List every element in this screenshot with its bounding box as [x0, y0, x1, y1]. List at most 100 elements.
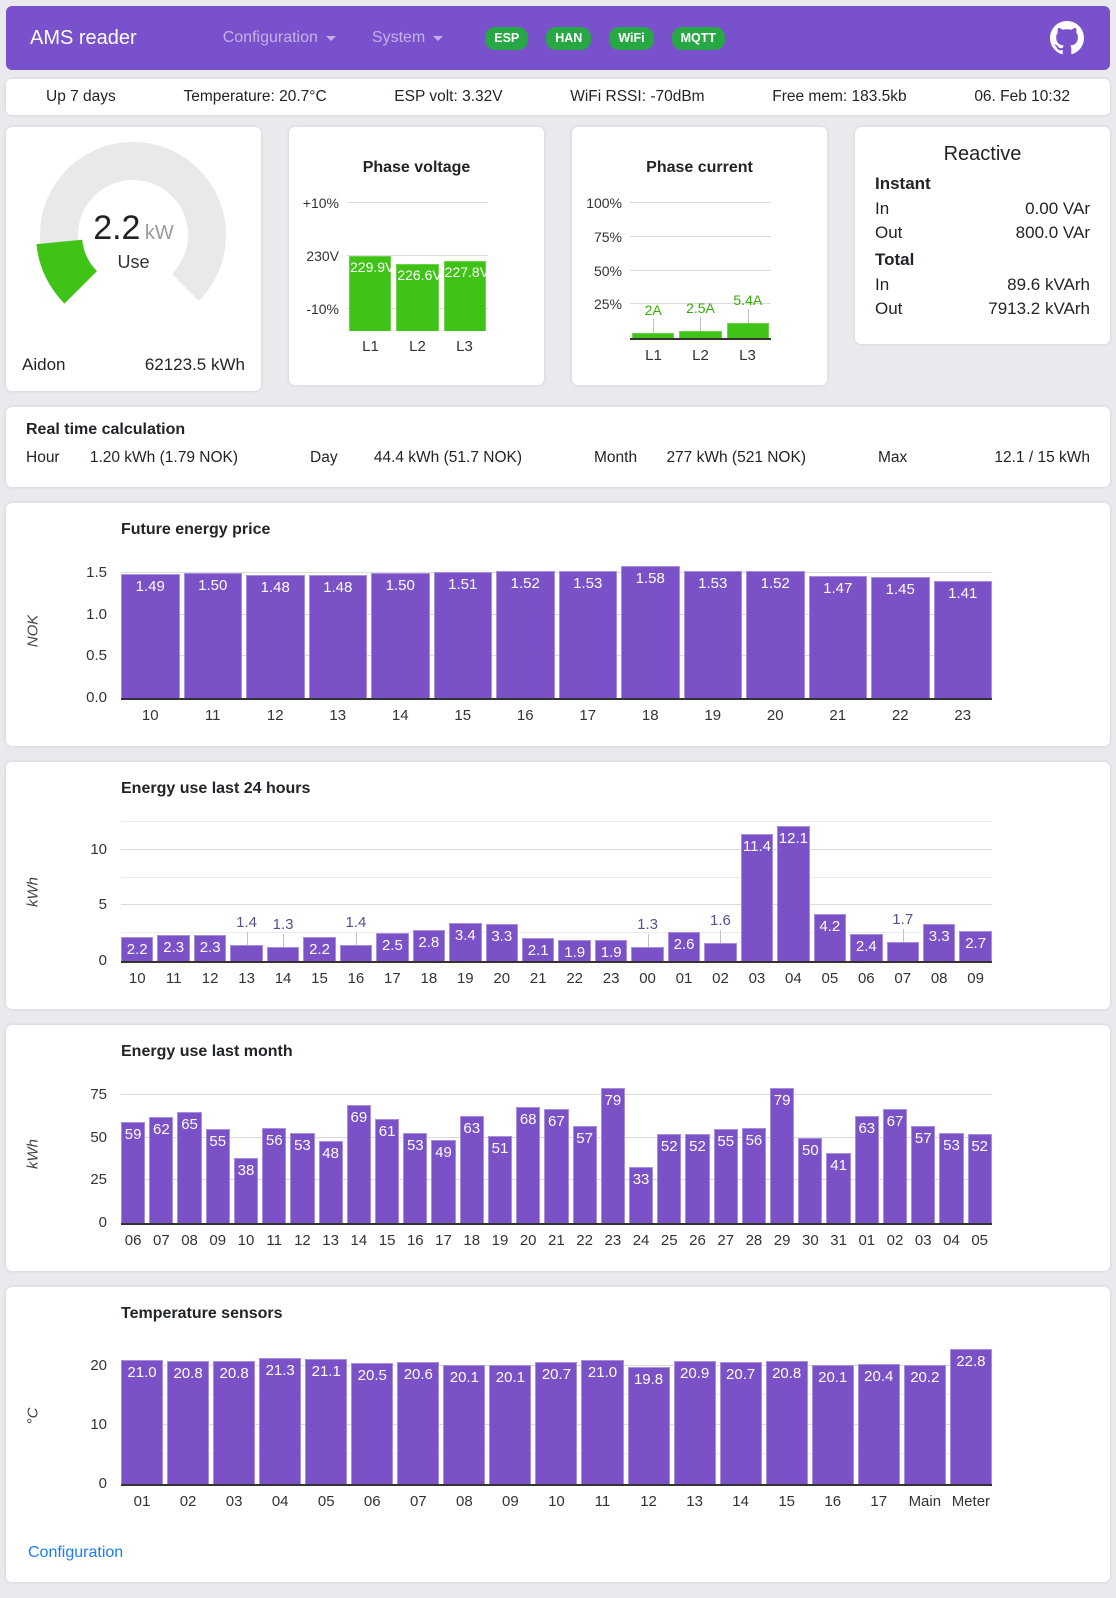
- configuration-link[interactable]: Configuration: [28, 1544, 124, 1561]
- last24-plot: kWh 10 5 0 2.2 2.3 2.3 1.4 1.3 2.2 1.4 2.5 2.8 3.4 3.3…: [25, 821, 992, 969]
- bar-value-label: 53: [406, 1136, 424, 1154]
- value-bar: 20.6: [397, 1362, 440, 1484]
- status-badges: ESP HAN WiFi MQTT: [485, 26, 726, 50]
- x-tick-label: 15: [311, 970, 328, 987]
- bar-column: 49: [431, 1085, 456, 1223]
- reactive-rows: Instant In 0.00 VAr Out 800.0 VAr Total In 89.6…: [875, 172, 1090, 322]
- x-tick-label: 25: [660, 1232, 678, 1249]
- x-tick-label: 09: [502, 1493, 519, 1510]
- value-bar: 21.0: [121, 1360, 164, 1484]
- bar-value-label: 11.4: [742, 838, 771, 856]
- x-tick-label: 11: [266, 1232, 282, 1249]
- nav-configuration[interactable]: Configuration: [223, 29, 336, 47]
- x-tick-label: 01: [858, 1232, 876, 1249]
- bar-value-label: 1.53: [573, 574, 603, 592]
- value-bar: 21.3: [259, 1358, 302, 1484]
- x-tick-label: 23: [954, 707, 972, 724]
- temperature-chart: °C 20 10 0 21.0 20.8 20.8 21.3 21.1 20.5 20.6 20.1 2…: [25, 1347, 992, 1510]
- bar-value-label: 2.2: [309, 940, 330, 958]
- label-leader-line: [355, 932, 357, 946]
- x-tick-label: 00: [639, 970, 656, 987]
- reactive-row: In 89.6 kVArh: [875, 273, 1090, 298]
- status-item: Free mem: 183.5kb: [772, 88, 907, 105]
- value-bar: 56: [741, 1127, 767, 1223]
- bars: 59 62 65 55 38 56 53 48 69 61 53 49 63 51 68 67 57 79 33 52…: [121, 1085, 992, 1223]
- y-tick-label: 100%: [586, 195, 622, 211]
- value-bar: 1.48: [308, 574, 367, 698]
- x-tick-label: 14: [350, 1232, 368, 1249]
- bar-column: 1.4: [230, 822, 263, 961]
- bar-column: 21.0: [121, 1347, 164, 1484]
- x-tick-label: 10: [128, 970, 146, 987]
- x-tick-label: 19: [704, 707, 722, 724]
- bars: 2A 2.5A 5.4A: [632, 203, 769, 338]
- x-tick-label: 19: [456, 970, 474, 987]
- github-link[interactable]: [1050, 21, 1084, 55]
- bar-column: 1.49: [121, 563, 180, 698]
- bar-column: 3.3: [485, 822, 518, 961]
- y-axis-label: kWh: [24, 1139, 42, 1169]
- bar-value-label: 63: [858, 1119, 876, 1137]
- value-bar: 1.50: [371, 573, 430, 698]
- power-gauge: 2.2 kW Use: [22, 137, 245, 333]
- x-tick-label: L1: [645, 347, 662, 364]
- bar-column: 1.50: [371, 563, 430, 698]
- value-bar: [886, 942, 919, 961]
- gridline: [121, 904, 992, 906]
- voltage-bar: 226.6V: [396, 263, 442, 331]
- bar-column: 1.9: [594, 822, 628, 961]
- bar-column: 55: [713, 1085, 738, 1223]
- bar-column: 20.5: [351, 1347, 394, 1484]
- value-bar: 12.1: [777, 826, 810, 961]
- bar-value-label: 61: [378, 1123, 396, 1141]
- bar-column: 67: [882, 1085, 908, 1223]
- value-bar: 62: [149, 1117, 174, 1223]
- value-bar: 2.2: [121, 936, 154, 961]
- bar-value-label: 21.1: [311, 1363, 341, 1381]
- bar-value-label: 3.3: [491, 928, 513, 946]
- y-tick-label: 5: [98, 896, 107, 914]
- bar-value-label: 56: [745, 1131, 763, 1149]
- value-bar: 79: [600, 1088, 625, 1223]
- bar-value-label: 21.0: [587, 1364, 618, 1381]
- label-leader-line: [747, 309, 749, 324]
- x-tick-label: 13: [329, 707, 347, 724]
- x-tick-label: 07: [409, 1493, 427, 1510]
- bar-value-label: 20.1: [449, 1369, 479, 1387]
- reactive-row: Out 800.0 VAr: [875, 221, 1090, 246]
- value-bar: 49: [431, 1139, 456, 1223]
- bar-column: 63: [854, 1085, 879, 1223]
- value-bar: 21.1: [305, 1359, 348, 1484]
- value-bar: 3.3: [485, 924, 518, 961]
- nav-system[interactable]: System: [372, 29, 444, 47]
- x-tick-label: 19: [491, 1232, 509, 1249]
- app-header: AMS reader Configuration System ESP HAN Wi…: [6, 6, 1110, 70]
- x-tick-label: 07: [894, 970, 912, 987]
- x-tick-label: 13: [322, 1232, 339, 1249]
- bar-value-label: 12.1: [778, 830, 808, 848]
- value-bar: 59: [121, 1122, 146, 1223]
- x-tick-label: 03: [914, 1232, 932, 1249]
- value-bar: 20.4: [857, 1363, 900, 1484]
- bar-column: 2.2: [121, 822, 154, 961]
- status-bar: Up 7 days Temperature: 20.7°C ESP volt: 3.…: [6, 79, 1110, 115]
- x-tick-label: 16: [824, 1493, 842, 1510]
- value-bar: 19.8: [627, 1367, 670, 1484]
- bar-column: 20.7: [535, 1347, 578, 1484]
- value-bar: 2.1: [521, 937, 555, 961]
- value-bar: 20.2: [903, 1364, 946, 1484]
- x-tick-label: 02: [886, 1232, 904, 1249]
- bar-column: 53: [403, 1085, 428, 1223]
- x-tick-label: 16: [406, 1232, 424, 1249]
- bar-value-label: 4.2: [819, 918, 841, 936]
- bar-column: 1.53: [558, 563, 617, 698]
- value-bar: 20.1: [489, 1365, 532, 1484]
- value-bar: 68: [516, 1107, 541, 1223]
- bar-column: 5.4A: [726, 203, 769, 338]
- bar-column: 38: [233, 1085, 259, 1223]
- x-tick-label: 15: [454, 707, 472, 724]
- realtime-pair: Month 277 kWh (521 NOK): [594, 449, 806, 467]
- value-bar: 2.6: [667, 932, 701, 961]
- bar-column: 20.1: [811, 1347, 854, 1484]
- value-bar: 22.8: [949, 1349, 992, 1484]
